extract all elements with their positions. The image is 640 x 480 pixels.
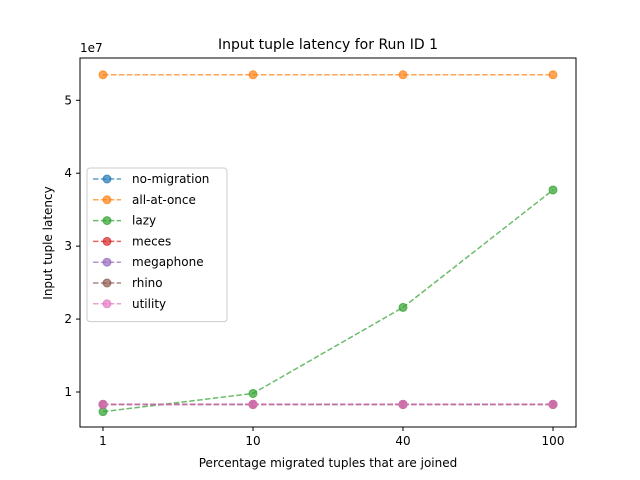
data-point-all-at-once — [248, 70, 258, 80]
x-tick-label: 10 — [245, 434, 260, 448]
legend-label-meces: meces — [132, 234, 171, 248]
legend-marker-meces — [102, 236, 112, 246]
data-point-lazy — [248, 388, 258, 398]
legend-marker-lazy — [102, 216, 112, 226]
legend: no-migration all-at-once lazy meces megaphon… — [86, 167, 228, 323]
data-point-utility — [98, 399, 108, 409]
plot-area-frame — [79, 57, 577, 428]
x-axis-label: Percentage migrated tuples that are join… — [199, 456, 458, 470]
legend-marker-rhino — [102, 278, 112, 288]
data-point-utility — [248, 399, 258, 409]
y-axis-scale-label: 1e7 — [80, 41, 103, 55]
legend-label-utility: utility — [132, 297, 166, 311]
legend-label-rhino: rhino — [132, 276, 163, 290]
x-tick-label: 100 — [542, 434, 565, 448]
data-point-all-at-once — [548, 70, 558, 80]
data-point-utility — [548, 399, 558, 409]
series-line-lazy — [102, 189, 554, 413]
x-axis-ticks: 1 10 40 100 — [99, 427, 564, 448]
data-point-all-at-once — [398, 70, 408, 80]
legend-label-no-migration: no-migration — [132, 172, 209, 186]
y-tick-label: 4 — [64, 166, 72, 180]
legend-label-megaphone: megaphone — [132, 255, 204, 269]
data-point-all-at-once — [98, 70, 108, 80]
chart-title: Input tuple latency for Run ID 1 — [218, 37, 438, 53]
legend-box — [86, 167, 228, 323]
y-tick-label: 2 — [64, 312, 72, 326]
data-point-lazy — [398, 302, 408, 312]
legend-marker-all-at-once — [102, 195, 112, 205]
legend-marker-megaphone — [102, 257, 112, 267]
y-tick-label: 3 — [64, 239, 72, 253]
y-axis-ticks: 1 2 3 4 5 — [64, 93, 80, 399]
data-point-lazy — [548, 185, 558, 195]
legend-marker-no-migration — [102, 174, 112, 184]
legend-label-all-at-once: all-at-once — [132, 193, 196, 207]
y-axis-label: Input tuple latency — [41, 186, 55, 299]
plot-marks — [98, 70, 558, 417]
y-tick-label: 1 — [64, 385, 72, 399]
data-point-utility — [398, 399, 408, 409]
x-tick-label: 40 — [395, 434, 410, 448]
x-tick-label: 1 — [99, 434, 107, 448]
legend-marker-utility — [102, 299, 112, 309]
legend-label-lazy: lazy — [132, 214, 156, 228]
y-tick-label: 5 — [64, 93, 72, 107]
